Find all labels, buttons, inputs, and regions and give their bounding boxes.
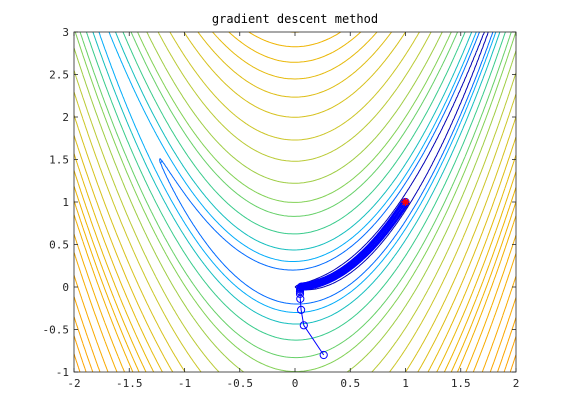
- contour-level-22: [74, 335, 516, 372]
- x-tick-label-2: -1: [178, 377, 191, 390]
- descent-path: [295, 197, 410, 360]
- contour-level-6: [74, 32, 516, 372]
- contour-level-8: [74, 32, 516, 372]
- contour-level-12: [74, 32, 516, 372]
- contour-level-23: [74, 353, 516, 372]
- axis-ticks: -2 -1.5 -1 -0.5 0 0.5 1 1.5 2 -1 -0.5 0 0.5 1 1.5 2 2.5 3: [43, 26, 520, 390]
- contour-level-13: [74, 32, 516, 372]
- contour-level-19: [74, 275, 516, 372]
- contour-level-2: [98, 32, 497, 313]
- contour-lines: [74, 32, 516, 372]
- contour-level-7: [74, 32, 516, 372]
- y-tick-label-2: 0: [62, 281, 69, 294]
- contour-level-15: [74, 32, 516, 372]
- x-tick-label-0: -2: [67, 377, 80, 390]
- x-tick-label-6: 1: [402, 377, 409, 390]
- y-tick-label-5: 1.5: [49, 154, 69, 167]
- contour-level-9: [74, 32, 516, 372]
- x-tick-label-3: -0.5: [227, 377, 254, 390]
- contour-level-21: [74, 316, 516, 372]
- contour-level-16: [74, 214, 516, 372]
- contour-level-4: [86, 32, 506, 341]
- y-tick-label-1: -0.5: [43, 324, 70, 337]
- contour-level-20: [74, 296, 516, 372]
- x-tick-label-8: 2: [513, 377, 520, 390]
- y-tick-label-3: 0.5: [49, 239, 69, 252]
- contour-level-1: [159, 32, 494, 305]
- y-tick-label-7: 2.5: [49, 69, 69, 82]
- contour-level-5: [79, 32, 512, 359]
- chart-title: gradient descent method: [212, 12, 378, 26]
- x-tick-label-1: -1.5: [116, 377, 143, 390]
- end-point-star: [401, 198, 410, 206]
- descent-path-marker-1: [299, 321, 308, 330]
- contour-level-17: [74, 233, 516, 372]
- contour-level-18: [74, 252, 516, 372]
- descent-path-marker-0: [319, 350, 328, 360]
- descent-path-marker-2: [297, 305, 306, 314]
- y-tick-label-6: 2: [62, 111, 69, 124]
- y-tick-label-8: 3: [62, 26, 69, 39]
- y-tick-label-0: -1: [56, 366, 69, 379]
- x-tick-label-4: 0: [292, 377, 299, 390]
- contour-level-3: [92, 32, 501, 325]
- contour-level-11: [74, 32, 516, 372]
- contour-level-14: [74, 32, 516, 372]
- x-tick-label-5: 0.5: [340, 377, 360, 390]
- y-tick-label-4: 1: [62, 196, 69, 209]
- x-tick-label-7: 1.5: [451, 377, 471, 390]
